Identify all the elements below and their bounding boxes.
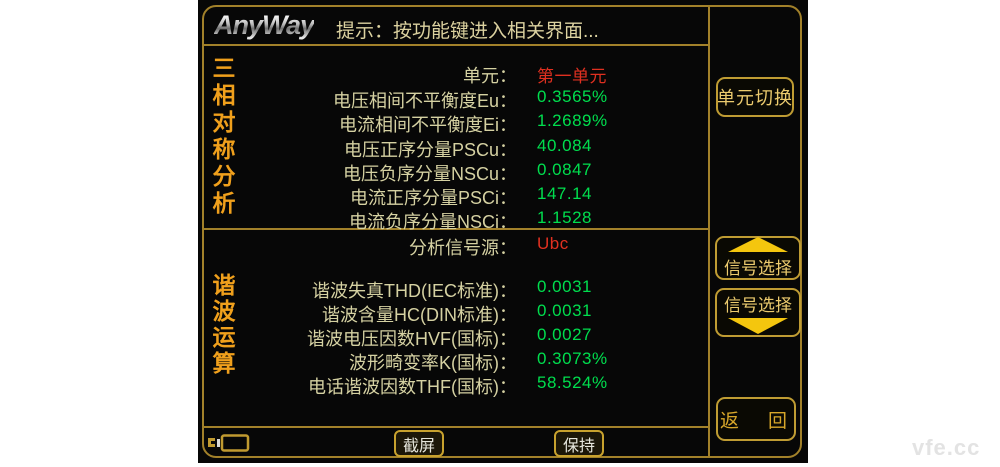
down-arrow-icon [728,318,788,334]
right-panel-divider [708,5,710,458]
row-value: 第一单元 [537,67,607,86]
row-label: 电流正序分量PSCi： [349,188,517,208]
row-value: 0.0031 [537,301,592,320]
screenshot-button-label: 截屏 [403,437,436,455]
row-hc: 谐波含量HC(DIN标准)： 0.0031 [198,301,708,325]
signal-select-down-label: 信号选择 [724,296,792,315]
unit-switch-button[interactable]: 单元切换 [716,77,794,117]
row-label: 电流负序分量NSCi： [348,212,517,232]
unit-switch-label: 单元切换 [717,88,793,108]
section-divider [204,228,708,230]
signal-select-up-label: 信号选择 [724,259,792,278]
row-value: 0.3073% [537,349,608,368]
signal-select-down-button[interactable]: 信号选择 [715,288,801,337]
row-value: 40.084 [537,136,592,155]
row-nsci: 电流负序分量NSCi： 1.1528 [198,208,708,232]
row-value: Ubc [537,234,569,253]
section-title-harmonics: 谐波运算 [212,272,236,376]
row-value: 0.0031 [537,277,592,296]
row-value: 1.1528 [537,208,592,227]
device-screen: AnyWay 提示：按功能键进入相关界面... 三相对称分析 谐波运算 单元： … [198,0,808,463]
row-thf: 电话谐波因数THF(国标)： 58.524% [198,373,708,397]
row-unit: 单元： 第一单元 [198,62,708,86]
row-value: 0.0027 [537,325,592,344]
row-label: 电压相间不平衡度Eu： [332,91,517,111]
hold-button-label: 保持 [563,437,596,455]
row-psci: 电流正序分量PSCi： 147.14 [198,184,708,208]
row-value: 58.524% [537,373,608,392]
hold-button[interactable]: 保持 [554,430,605,457]
row-current-unbalance: 电流相间不平衡度Ei： 1.2689% [198,111,708,135]
row-label: 谐波电压因数HVF(国标)： [307,329,517,349]
bottombar-divider [204,426,708,428]
row-label: 电流相间不平衡度Ei： [338,115,517,135]
row-nscu: 电压负序分量NSCu： 0.0847 [198,160,708,184]
row-label: 电话谐波因数THF(国标)： [308,377,517,397]
screenshot-button[interactable]: 截屏 [394,430,445,457]
back-button[interactable]: 返 回 [716,397,796,441]
row-k-factor: 波形畸变率K(国标)： 0.3073% [198,349,708,373]
row-signal-source: 分析信号源： Ubc [198,234,708,258]
row-thd: 谐波失真THD(IEC标准)： 0.0031 [198,277,708,301]
row-label: 电压正序分量PSCu： [343,140,517,160]
row-pscu: 电压正序分量PSCu： 40.084 [198,136,708,160]
row-voltage-unbalance: 电压相间不平衡度Eu： 0.3565% [198,87,708,111]
row-value: 0.3565% [537,87,608,106]
battery-icon [206,431,252,459]
screen-border [202,5,802,458]
section-title-symmetry: 三相对称分析 [212,55,236,216]
titlebar-divider [204,44,708,46]
row-label: 谐波含量HC(DIN标准)： [322,305,517,325]
row-label: 电压负序分量NSCu： [342,164,517,184]
row-hvf: 谐波电压因数HVF(国标)： 0.0027 [198,325,708,349]
row-label: 单元： [463,66,517,86]
watermark: vfe.cc [912,435,981,460]
signal-select-up-button[interactable]: 信号选择 [715,236,801,280]
back-button-label: 返 回 [719,410,792,432]
anyway-logo: AnyWay [214,10,315,40]
row-value: 0.0847 [537,160,592,179]
up-arrow-icon [728,237,788,252]
row-value: 1.2689% [537,111,608,130]
row-label: 谐波失真THD(IEC标准)： [312,281,517,301]
row-value: 147.14 [537,184,592,203]
status-hint: 提示：按功能键进入相关界面... [336,21,599,42]
row-label: 分析信号源： [409,238,517,258]
row-label: 波形畸变率K(国标)： [349,353,517,373]
